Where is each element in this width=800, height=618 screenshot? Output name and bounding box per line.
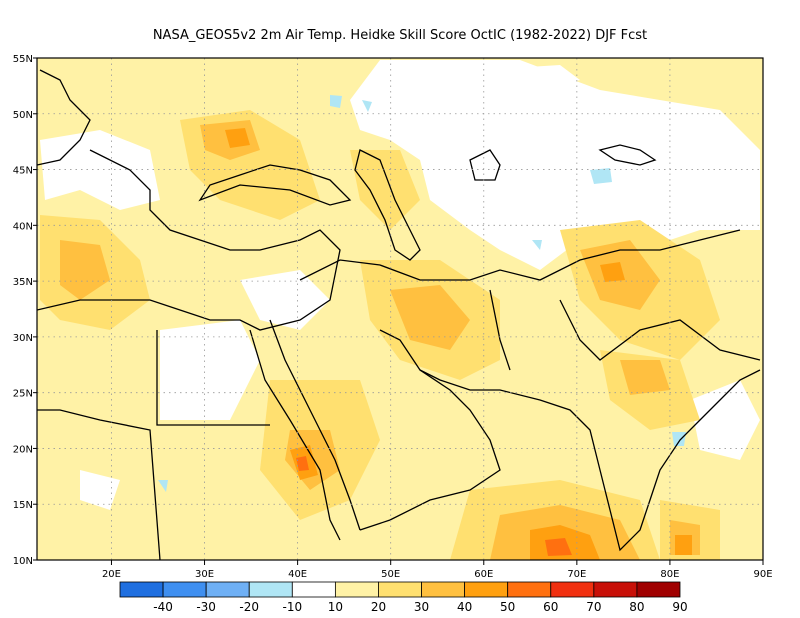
- colorbar-label: -20: [239, 600, 259, 614]
- lon-tick-label: 80E: [660, 569, 679, 580]
- shade-region: [620, 360, 670, 395]
- colorbar-swatch: [162, 581, 207, 598]
- red-sea-east-coast: [269, 319, 361, 531]
- lat-tick-label: 15N: [13, 500, 33, 511]
- colorbar-swatch: [421, 581, 466, 598]
- lon-tick-label: 60E: [474, 569, 493, 580]
- arabian-peninsula-coast: [359, 329, 501, 531]
- colorbar-swatch: [291, 581, 336, 598]
- coastline: [37, 69, 91, 166]
- coastline: [37, 149, 341, 331]
- caspian-sea-coast: [354, 149, 421, 261]
- colorbar-swatch: [507, 581, 552, 598]
- iran-pakistan-border: [489, 289, 511, 371]
- map-grid: [37, 58, 763, 560]
- lat-tick-label: 40N: [13, 221, 33, 232]
- colorbar-swatch: [334, 581, 379, 598]
- lat-tick-label: 55N: [13, 54, 33, 65]
- lon-tick-label: 50E: [381, 569, 400, 580]
- shade-region: [330, 95, 342, 108]
- colorbar-label: 70: [586, 600, 601, 614]
- lon-tick-label: 90E: [753, 569, 772, 580]
- shade-region: [158, 480, 168, 492]
- lake-balkhash: [598, 144, 657, 166]
- colorbar-swatch: [378, 581, 422, 598]
- shade-region: [350, 150, 420, 230]
- lon-tick-label: 70E: [567, 569, 586, 580]
- lon-tick-label: 40E: [288, 569, 307, 580]
- shade-region: [390, 285, 470, 350]
- shade-region: [675, 535, 692, 555]
- latitude-axis: 55N 50N 45N 40N 35N 30N 25N 20N 15N 10N: [13, 54, 37, 567]
- colorbar-label: 20: [371, 600, 386, 614]
- shade-region: [296, 456, 309, 471]
- shade-region: [690, 380, 760, 460]
- lat-tick-label: 20N: [13, 444, 33, 455]
- colorbar-swatch: [119, 581, 164, 598]
- shade-region: [480, 65, 580, 95]
- shade-region: [545, 538, 572, 556]
- colorbar: -40 -30 -20 -10 10 20 30 40 50 60 70 80 90: [119, 581, 688, 614]
- colorbar-swatch: [248, 581, 293, 598]
- shade-negative-skill: [158, 95, 686, 492]
- colorbar-swatch: [205, 581, 250, 598]
- egypt-sudan-border: [156, 330, 270, 426]
- colorbar-label: -10: [283, 600, 303, 614]
- india-border: [559, 299, 761, 361]
- lat-tick-label: 10N: [13, 556, 33, 567]
- lat-tick-label: 35N: [13, 277, 33, 288]
- lat-tick-label: 30N: [13, 333, 33, 344]
- colorbar-label: -40: [153, 600, 173, 614]
- south-asia-coast: [419, 369, 761, 552]
- colorbar-swatch: [593, 581, 638, 598]
- longitude-axis: 20E 30E 40E 50E 60E 70E 80E 90E: [102, 560, 773, 580]
- colorbar-swatch: [464, 581, 509, 598]
- colorbar-label: 30: [414, 600, 429, 614]
- red-sea-west-coast: [249, 329, 341, 541]
- shade-region: [532, 240, 542, 250]
- colorbar-label: 10: [328, 600, 343, 614]
- lat-tick-label: 25N: [13, 389, 33, 400]
- shade-region: [362, 100, 372, 112]
- colorbar-label: 80: [629, 600, 644, 614]
- shade-region: [350, 60, 760, 270]
- shade-region: [590, 168, 612, 184]
- shade-low-skill: [40, 60, 760, 510]
- shade-region: [160, 320, 260, 420]
- lat-tick-label: 45N: [13, 166, 33, 177]
- shade-region: [80, 470, 120, 510]
- colorbar-swatch: [636, 581, 681, 598]
- black-sea-coast: [198, 164, 352, 206]
- chart-title: NASA_GEOS5v2 2m Air Temp. Heidke Skill S…: [152, 28, 648, 43]
- colorbar-label: 60: [543, 600, 558, 614]
- coastlines: [37, 69, 761, 560]
- colorbar-label: -30: [196, 600, 216, 614]
- africa-border: [37, 409, 161, 560]
- shade-region: [672, 432, 686, 446]
- northern-border: [299, 229, 741, 281]
- shade-region: [60, 240, 110, 300]
- lat-tick-label: 50N: [13, 110, 33, 121]
- colorbar-label: 50: [500, 600, 515, 614]
- colorbar-label: 40: [457, 600, 472, 614]
- lon-tick-label: 20E: [102, 569, 121, 580]
- shade-region: [600, 262, 625, 282]
- shade-region: [225, 128, 250, 148]
- skill-score-shading: [37, 58, 763, 560]
- lon-tick-label: 30E: [195, 569, 214, 580]
- colorbar-label: 90: [672, 600, 687, 614]
- shade-top-skill: [296, 456, 572, 556]
- aral-sea: [469, 149, 501, 181]
- map-frame: [36, 57, 764, 561]
- colorbar-swatch: [550, 581, 595, 598]
